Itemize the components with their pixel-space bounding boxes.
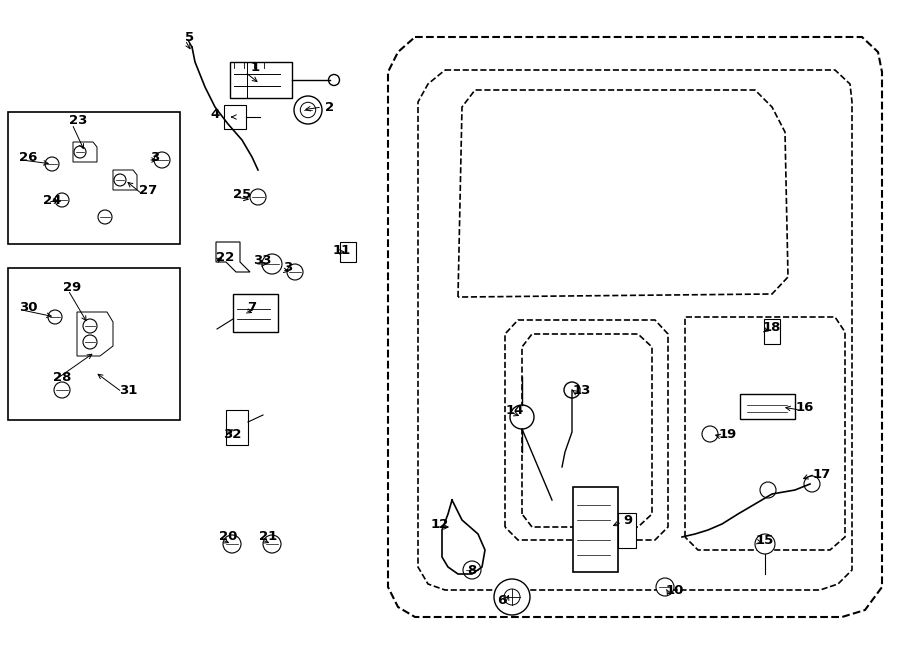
- Text: 12: 12: [431, 518, 449, 530]
- Bar: [224, 105, 246, 129]
- Text: 31: 31: [119, 383, 137, 397]
- Circle shape: [804, 476, 820, 492]
- Circle shape: [263, 535, 281, 553]
- Circle shape: [250, 189, 266, 205]
- Text: 33: 33: [253, 254, 271, 267]
- Text: 4: 4: [211, 107, 220, 120]
- Circle shape: [154, 152, 170, 168]
- Text: 28: 28: [53, 371, 71, 383]
- Text: 23: 23: [68, 113, 87, 126]
- Bar: [230, 62, 292, 98]
- Circle shape: [74, 146, 86, 158]
- Text: 18: 18: [763, 320, 781, 334]
- Text: 3: 3: [284, 261, 292, 273]
- Bar: [740, 394, 795, 419]
- Circle shape: [54, 382, 70, 398]
- Circle shape: [294, 96, 322, 124]
- Circle shape: [463, 561, 481, 579]
- Bar: [226, 410, 248, 445]
- Bar: [233, 294, 278, 332]
- Text: 27: 27: [139, 183, 158, 197]
- Circle shape: [702, 426, 718, 442]
- Text: 2: 2: [326, 101, 335, 113]
- Text: 11: 11: [333, 244, 351, 256]
- Circle shape: [755, 534, 775, 554]
- Circle shape: [262, 254, 282, 274]
- Text: 20: 20: [219, 530, 238, 544]
- Text: 26: 26: [19, 150, 37, 164]
- Circle shape: [760, 482, 776, 498]
- Circle shape: [83, 335, 97, 349]
- Text: 19: 19: [719, 428, 737, 440]
- Circle shape: [98, 210, 112, 224]
- Text: 30: 30: [19, 301, 37, 314]
- Bar: [764, 319, 780, 344]
- Circle shape: [656, 578, 674, 596]
- Text: 3: 3: [150, 150, 159, 164]
- Text: 14: 14: [506, 404, 524, 416]
- Polygon shape: [77, 312, 113, 356]
- Polygon shape: [73, 142, 97, 162]
- Text: 24: 24: [43, 193, 61, 207]
- Text: 25: 25: [233, 187, 251, 201]
- Text: 7: 7: [248, 301, 256, 314]
- Circle shape: [83, 319, 97, 333]
- Circle shape: [564, 382, 580, 398]
- Text: 9: 9: [624, 514, 633, 526]
- Polygon shape: [113, 170, 137, 190]
- Text: 15: 15: [756, 534, 774, 547]
- Text: 21: 21: [259, 530, 277, 544]
- Text: 16: 16: [796, 401, 814, 414]
- Bar: [8, 268, 180, 420]
- Text: 29: 29: [63, 281, 81, 293]
- Text: 22: 22: [216, 250, 234, 263]
- Bar: [573, 487, 618, 572]
- Text: 8: 8: [467, 563, 477, 577]
- Text: 5: 5: [185, 30, 194, 44]
- Text: 10: 10: [666, 583, 684, 596]
- Text: 13: 13: [572, 383, 591, 397]
- Bar: [340, 242, 356, 262]
- Circle shape: [328, 75, 339, 85]
- Circle shape: [287, 264, 303, 280]
- Text: 17: 17: [813, 467, 831, 481]
- Circle shape: [510, 405, 534, 429]
- Text: 32: 32: [223, 428, 241, 440]
- Circle shape: [48, 310, 62, 324]
- Circle shape: [494, 579, 530, 615]
- Circle shape: [114, 174, 126, 186]
- Circle shape: [55, 193, 69, 207]
- Polygon shape: [216, 242, 250, 272]
- Bar: [618, 513, 636, 548]
- Circle shape: [223, 535, 241, 553]
- Text: 6: 6: [498, 594, 507, 606]
- Bar: [8, 112, 180, 244]
- Text: 1: 1: [250, 60, 259, 73]
- Circle shape: [45, 157, 59, 171]
